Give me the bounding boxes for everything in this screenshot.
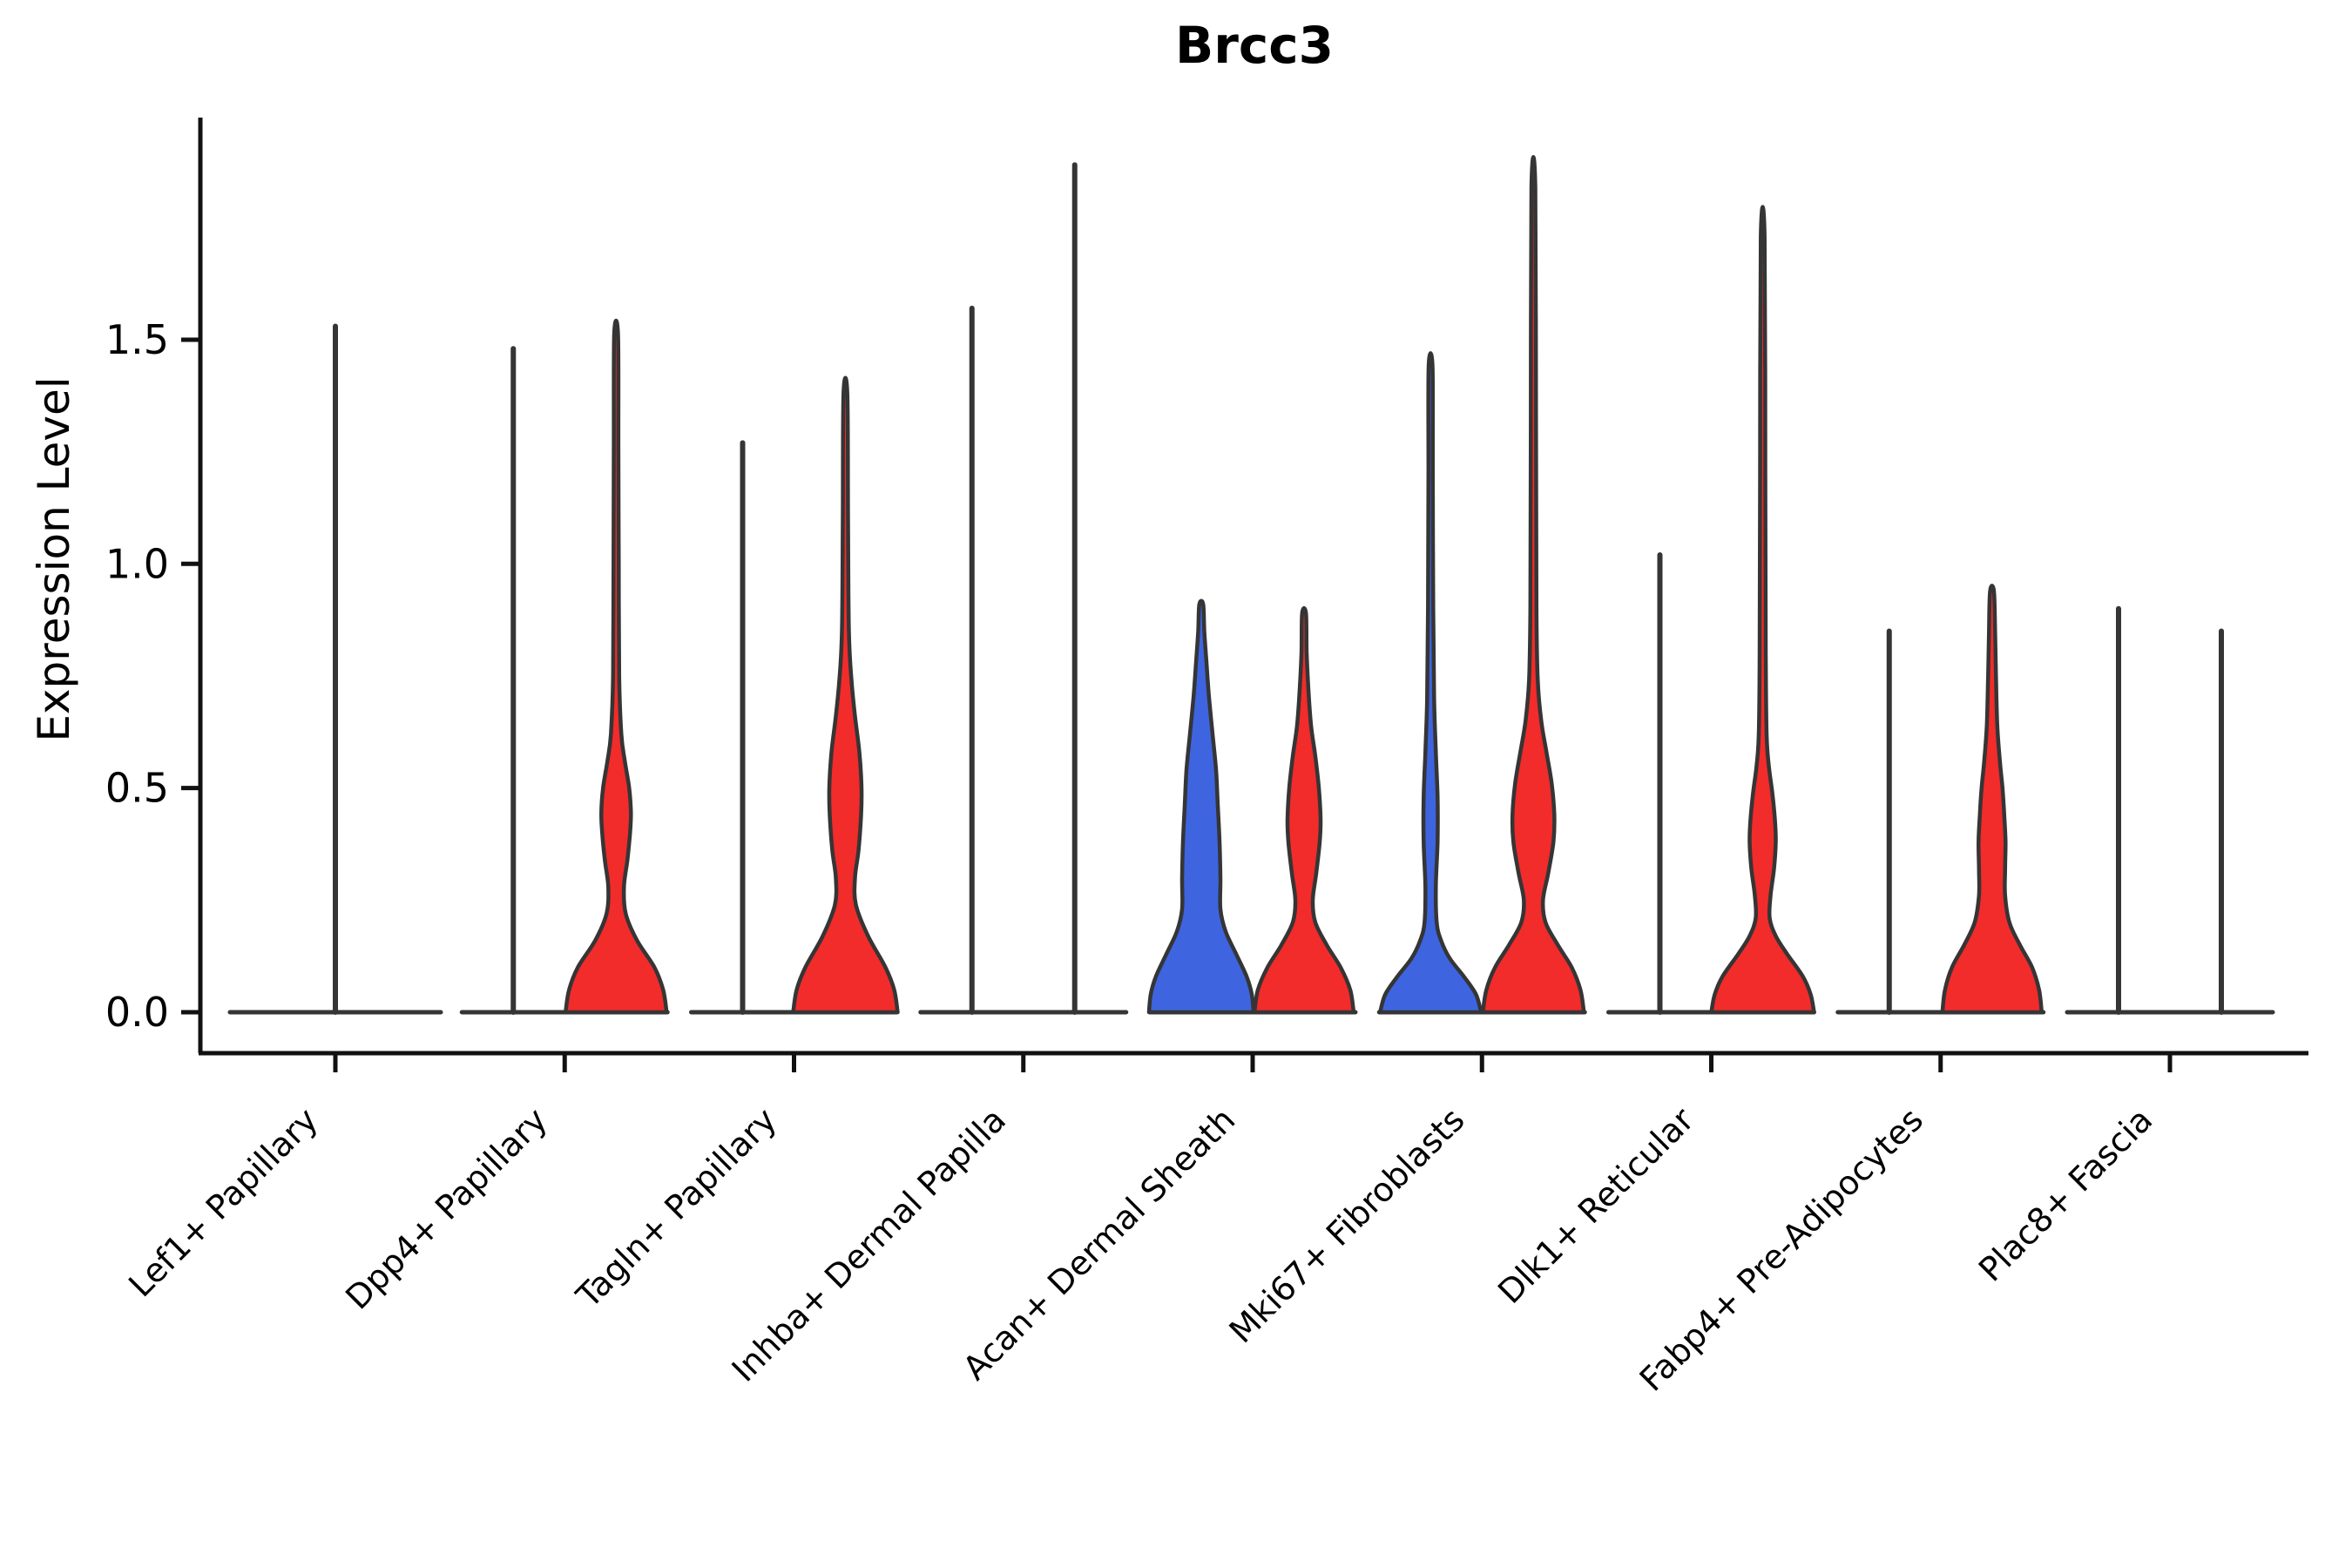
y-tick-label: 0.5 [105,765,169,812]
x-tick-label-mki67-fibroblasts: Mki67+ Fibroblasts [1222,1100,1472,1350]
chart-title: Brcc3 [1175,16,1334,75]
x-tick-label-dpp4-papillary: Dpp4+ Papillary [338,1100,554,1316]
x-tick-label-tagln-papillary: Tagln+ Papillary [569,1100,784,1315]
x-tick-label-lef1-papillary: Lef1+ Papillary [121,1100,325,1304]
x-tick-label-plac8-fascia: Plac8+ Fascia [1971,1100,2159,1288]
x-tick-label-acan-dermal-sheath: Acan+ Dermal Sheath [956,1100,1242,1387]
violin-acan-dermal-sheath-right [1252,605,1356,1015]
y-tick-label: 1.5 [105,316,169,363]
violin-mki67-fibroblasts-left [1378,351,1484,1015]
y-tick-label: 0.0 [105,989,169,1036]
violin-dpp4-papillary-right [564,318,669,1015]
violin-mki67-fibroblasts-right [1481,154,1586,1015]
y-tick-label: 1.0 [105,540,169,587]
x-tick-label-dlk1-reticular: Dlk1+ Reticular [1490,1100,1701,1311]
violin-tagln-papillary-right [791,375,900,1015]
violin-fabp4-pre-adipocytes-right [1940,584,2044,1015]
violin-acan-dermal-sheath-left [1146,598,1256,1015]
violin-dlk1-reticular-right [1709,205,1816,1015]
